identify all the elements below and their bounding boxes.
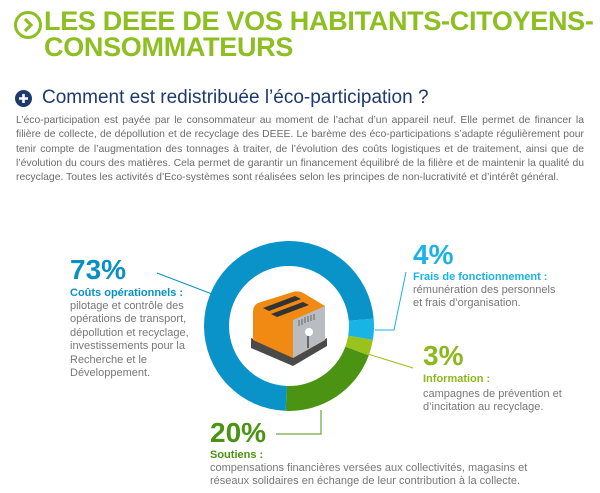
leader-line-frais <box>375 271 407 331</box>
donut-slice-couts <box>204 241 374 411</box>
pct-soutiens: 20% <box>210 417 267 448</box>
pct-info: 3% <box>423 340 464 371</box>
section-heading[interactable]: Comment est redistribuée l’éco-participa… <box>42 87 429 108</box>
leader-line-info <box>367 353 414 369</box>
label-frais: Frais de fonctionnement : <box>413 271 548 283</box>
title-line-2: CONSOMMATEURS <box>44 32 294 62</box>
plus-circle-icon[interactable] <box>15 90 32 107</box>
donut-slice-frais <box>348 318 374 340</box>
desc-frais: rémunération des personnels et frais d’o… <box>413 284 556 310</box>
intro-paragraph: L’éco-participation est payée par le con… <box>16 115 584 184</box>
segment-frais: 4% Frais de fonctionnement : rémunératio… <box>413 241 563 311</box>
pct-couts: 73% <box>70 254 127 285</box>
desc-couts: pilotage et contrôle des opérations de t… <box>70 300 189 380</box>
desc-soutiens: compensations financières versées aux co… <box>210 462 528 488</box>
leader-line-couts <box>156 272 213 295</box>
chevron-circle-icon <box>14 11 42 39</box>
label-info: Information : <box>423 373 491 385</box>
segment-soutiens: 20% Soutiens : compensations financières… <box>210 419 530 489</box>
segment-info: 3% Information : campagnes de prévention… <box>423 342 573 415</box>
label-couts: Coûts opérationnels : <box>70 287 184 299</box>
desc-info: campagnes de prévention et d’incitation … <box>423 388 562 414</box>
title-line-1: LES DEEE DE VOS HABITANTS-CITOYENS- <box>44 6 594 36</box>
leader-line-soutiens <box>276 410 322 435</box>
pct-frais: 4% <box>413 239 454 270</box>
page-title: LES DEEE DE VOS HABITANTS-CITOYENS- CONS… <box>44 6 594 62</box>
toaster-illustration <box>251 291 327 366</box>
label-soutiens: Soutiens : <box>210 449 264 461</box>
donut-slice-soutiens <box>285 346 369 412</box>
donut-slice-info <box>345 335 373 356</box>
segment-couts: 73% Coûts opérationnels : pilotage et co… <box>70 256 198 380</box>
